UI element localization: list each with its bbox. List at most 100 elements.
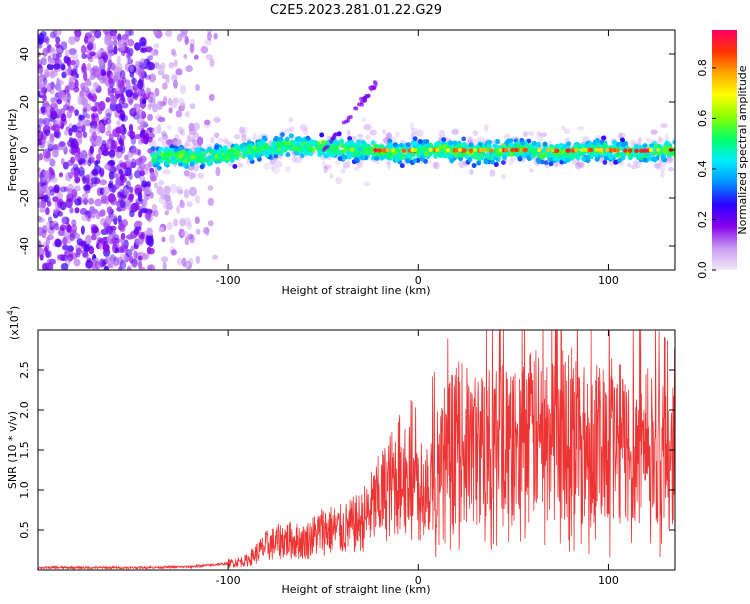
heatmap-cell: [126, 158, 132, 169]
heatmap-cell: [41, 87, 47, 94]
heatmap-cell: [442, 153, 448, 159]
heatmap-cell: [117, 134, 122, 143]
heatmap-cell: [197, 153, 203, 159]
heatmap-cell: [38, 167, 41, 173]
heatmap-cell: [128, 123, 134, 133]
heatmap-cell: [183, 154, 189, 159]
heatmap-cell: [170, 183, 178, 194]
heatmap-cell: [530, 147, 536, 153]
heatmap-cell: [147, 55, 153, 61]
heatmap-cell: [87, 197, 95, 205]
heatmap-cell: [83, 71, 88, 82]
heatmap-cell: [208, 160, 213, 166]
heatmap-cell: [149, 191, 154, 199]
heatmap-cell: [599, 140, 605, 145]
heatmap-cell: [75, 59, 80, 68]
heatmap-cell: [597, 148, 602, 152]
heatmap-cell: [184, 236, 190, 246]
heatmap-cell: [335, 176, 343, 185]
heatmap-cell: [55, 42, 61, 49]
heatmap-cell: [528, 168, 534, 173]
heatmap-cell: [502, 155, 507, 161]
heatmap-cell: [140, 47, 148, 53]
heatmap-cell: [78, 114, 85, 121]
heatmap-cell: [165, 203, 173, 211]
heatmap-cell: [357, 133, 364, 138]
heatmap-cell: [562, 144, 568, 149]
heatmap-cell: [94, 260, 101, 270]
heatmap-cell: [83, 80, 92, 87]
heatmap-cell: [42, 263, 47, 270]
heatmap-cell: [284, 136, 290, 142]
heatmap-cell: [358, 96, 363, 101]
heatmap-cell: [216, 157, 221, 162]
heatmap-cell: [99, 179, 107, 186]
heatmap-cell: [89, 145, 94, 155]
heatmap-cell: [62, 236, 68, 246]
heatmap-cell: [60, 113, 67, 123]
heatmap-cell: [108, 170, 115, 180]
colorbar-tick-label: 0.6: [696, 110, 709, 128]
heatmap-cell: [428, 148, 433, 152]
heatmap-cell: [138, 89, 144, 95]
heatmap-cell: [539, 132, 548, 137]
heatmap-cell: [137, 192, 143, 202]
heatmap-cell: [70, 139, 75, 150]
heatmap-cell: [153, 182, 158, 189]
heatmap-cell: [280, 132, 285, 137]
heatmap-cell: [282, 140, 288, 146]
heatmap-cell: [39, 254, 44, 261]
heatmap-cell: [409, 122, 415, 131]
heatmap-cell: [50, 176, 58, 183]
heatmap-cell: [71, 224, 78, 234]
heatmap-cell: [131, 258, 138, 268]
heatmap-cell: [457, 160, 466, 169]
heatmap-cell: [105, 34, 113, 42]
heatmap-cell: [81, 214, 89, 221]
heatmap-cell: [422, 146, 428, 152]
heatmap-cell: [416, 129, 424, 137]
heatmap-cell: [84, 234, 92, 245]
heatmap-cell: [43, 246, 48, 253]
heatmap-cell: [477, 153, 482, 159]
heatmap-cell: [602, 143, 608, 149]
heatmap-cell: [184, 143, 192, 150]
heatmap-cell: [180, 102, 186, 110]
snr-multiplier-close: ): [8, 306, 21, 310]
heatmap-cell: [102, 186, 110, 195]
heatmap-cell: [593, 152, 599, 158]
heatmap-cell: [108, 40, 115, 48]
heatmap-cell: [189, 234, 195, 244]
heatmap-cell: [42, 124, 51, 135]
heatmap-cell: [537, 148, 542, 152]
heatmap-cell: [166, 159, 171, 164]
heatmap-cell: [655, 162, 662, 171]
heatmap-cell: [460, 148, 466, 153]
heatmap-cell: [537, 135, 544, 141]
heatmap-cell: [46, 63, 55, 71]
heatmap-cell: [52, 196, 59, 202]
snr-marks: [38, 330, 675, 570]
heatmap-cell: [54, 238, 63, 248]
heatmap-cell: [246, 144, 252, 149]
heatmap-cell: [302, 127, 309, 136]
heatmap-cell: [73, 86, 80, 93]
heatmap-cell: [617, 158, 622, 163]
heatmap-cell: [320, 139, 326, 145]
heatmap-cell: [215, 166, 221, 177]
heatmap-cell: [194, 194, 201, 204]
heatmap-cell: [46, 82, 53, 93]
heatmap-cell: [363, 123, 372, 131]
heatmap-cell: [138, 162, 146, 170]
heatmap-cell: [514, 147, 519, 153]
heatmap-cell: [650, 129, 658, 136]
heatmap-cell: [113, 172, 120, 179]
heatmap-cell: [106, 66, 111, 77]
heatmap-cell: [178, 153, 184, 159]
heatmap-cell: [108, 159, 116, 166]
heatmap-cell: [461, 136, 467, 142]
heatmap-cell: [594, 148, 599, 152]
heatmap-cell: [139, 266, 146, 270]
heatmap-cell: [150, 49, 156, 57]
heatmap-cell: [346, 160, 351, 168]
